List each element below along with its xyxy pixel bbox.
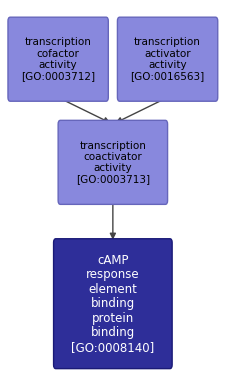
FancyBboxPatch shape (8, 17, 108, 101)
FancyBboxPatch shape (117, 17, 217, 101)
Text: transcription
coactivator
activity
[GO:0003713]: transcription coactivator activity [GO:0… (75, 141, 149, 184)
Text: transcription
cofactor
activity
[GO:0003712]: transcription cofactor activity [GO:0003… (21, 37, 95, 81)
Text: transcription
activator
activity
[GO:0016563]: transcription activator activity [GO:001… (130, 37, 204, 81)
FancyBboxPatch shape (53, 239, 171, 369)
Text: cAMP
response
element
binding
protein
binding
[GO:0008140]: cAMP response element binding protein bi… (71, 254, 154, 354)
FancyBboxPatch shape (58, 120, 167, 204)
